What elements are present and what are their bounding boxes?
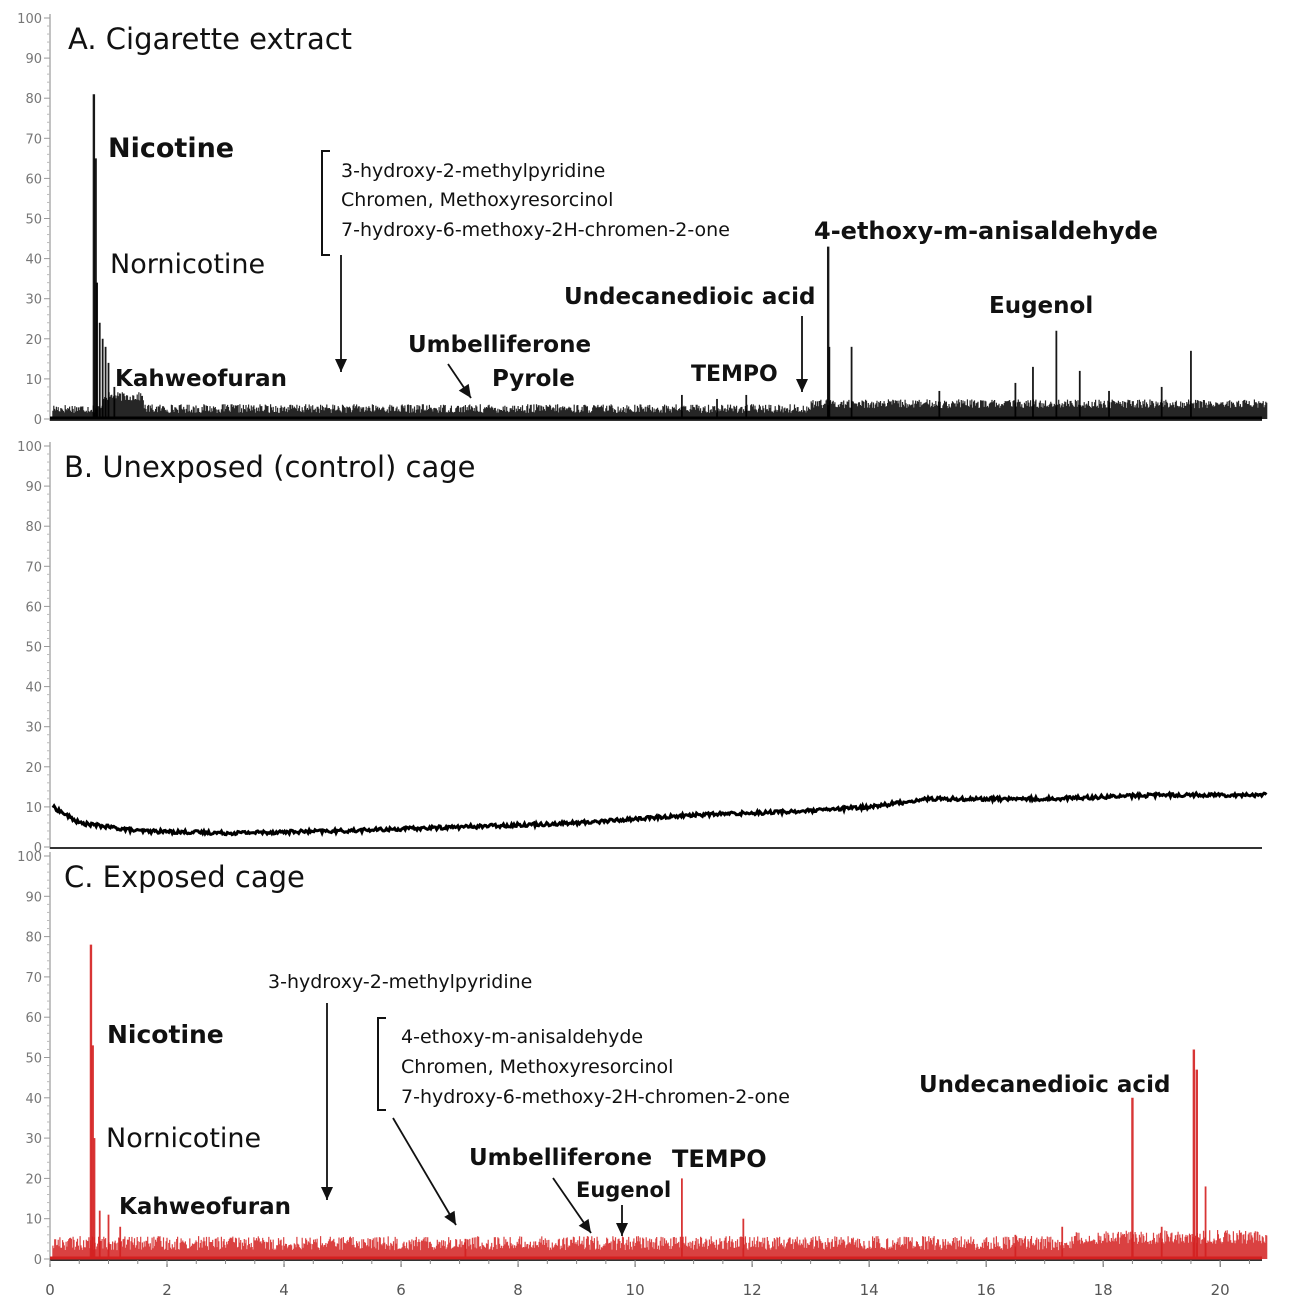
x-tick-label: 16 (977, 1281, 996, 1299)
y-tick-label: 80 (25, 92, 42, 107)
y-tick-label: 90 (25, 52, 42, 67)
peak-annotation: TEMPO (691, 362, 778, 387)
y-tick-label: 0 (34, 841, 42, 856)
arrow-head (796, 379, 808, 392)
y-tick-label: 80 (25, 931, 42, 946)
y-tick-label: 100 (17, 850, 42, 865)
peak-annotation: Umbelliferone (469, 1145, 652, 1171)
x-tick-label: 14 (860, 1281, 879, 1299)
trace-baseline (52, 1230, 1268, 1259)
y-tick-label: 100 (17, 440, 42, 455)
arrow-head (335, 359, 347, 372)
y-tick-label: 40 (25, 1092, 42, 1107)
y-tick-label: 80 (25, 520, 42, 535)
y-tick-label: 70 (25, 132, 42, 147)
x-tick-label: 18 (1094, 1281, 1113, 1299)
label-bracket (377, 1017, 386, 1111)
x-tick-label: 20 (1211, 1281, 1230, 1299)
peak-annotation: Kahweofuran (115, 366, 287, 392)
y-tick-label: 20 (25, 761, 42, 776)
x-tick-label: 6 (396, 1281, 406, 1299)
peak-annotation: 7-hydroxy-6-methoxy-2H-chromen-2-one (341, 219, 730, 241)
x-tick-label: 12 (743, 1281, 762, 1299)
peak-annotation: Nicotine (108, 133, 234, 164)
trace-baseline (52, 392, 1268, 419)
arrow-head (458, 383, 471, 398)
panel-title: A. Cigarette extract (68, 22, 352, 56)
y-tick-label: 40 (25, 253, 42, 268)
y-tick-label: 30 (25, 293, 42, 308)
y-tick-label: 60 (25, 600, 42, 615)
y-tick-label: 30 (25, 1132, 42, 1147)
arrow-head (444, 1210, 456, 1225)
y-tick-label: 50 (25, 213, 42, 228)
peak-annotation: Undecanedioic acid (919, 1072, 1170, 1098)
x-tick-label: 10 (626, 1281, 645, 1299)
peak-annotation: Nornicotine (106, 1123, 261, 1154)
arrow-head (616, 1223, 628, 1236)
arrow-head (578, 1218, 591, 1233)
peak-annotation: Nicotine (107, 1020, 224, 1049)
panel-c: 0 10 20 30 40 50 60 70 80 90 100 0 2 4 6 8 10 12 14 16 18 20 C… (17, 850, 1268, 1299)
y-tick-label: 50 (25, 641, 42, 656)
peak-annotation: TEMPO (672, 1145, 767, 1173)
peak-annotation: 4-ethoxy-m-anisaldehyde (814, 217, 1158, 245)
peak-annotation: 7-hydroxy-6-methoxy-2H-chromen-2-one (401, 1086, 790, 1108)
peak-annotation: Nornicotine (110, 249, 265, 280)
panel-a: 0 10 20 30 40 50 60 70 80 90 100 A. Cigarette extra… (17, 12, 1268, 428)
y-tick-label: 10 (25, 801, 42, 816)
peak-annotation: Chromen, Methoxyresorcinol (341, 189, 613, 211)
y-tick-label: 90 (25, 890, 42, 905)
y-tick-label: 20 (25, 333, 42, 348)
panel-title: C. Exposed cage (64, 860, 305, 894)
y-tick-label: 70 (25, 560, 42, 575)
y-tick-label: 30 (25, 721, 42, 736)
x-tick-label: 0 (45, 1281, 55, 1299)
y-tick-label: 60 (25, 172, 42, 187)
y-tick-label: 90 (25, 480, 42, 495)
peak-annotation: Undecanedioic acid (564, 284, 815, 310)
peak-annotation: Kahweofuran (119, 1194, 291, 1220)
label-bracket (321, 150, 330, 256)
trace-line (51, 790, 1268, 838)
peak-annotation: Eugenol (576, 1178, 671, 1202)
y-tick-label: 70 (25, 971, 42, 986)
peak-annotation: Eugenol (989, 293, 1093, 319)
peak-annotation: Umbelliferone (408, 332, 591, 358)
y-tick-label: 60 (25, 1011, 42, 1026)
y-tick-label: 10 (25, 373, 42, 388)
x-tick-label: 4 (279, 1281, 289, 1299)
x-tick-label: 8 (513, 1281, 523, 1299)
peak-annotation: 4-ethoxy-m-anisaldehyde (401, 1026, 643, 1048)
y-tick-label: 50 (25, 1052, 42, 1067)
y-tick-label: 0 (34, 413, 42, 428)
y-tick-label: 10 (25, 1213, 42, 1228)
panel-title: B. Unexposed (control) cage (64, 450, 476, 484)
arrow-head (321, 1187, 333, 1200)
peak-annotation: Pyrole (492, 366, 575, 392)
panel-b: 0 10 20 30 40 50 60 70 80 90 100 B. Unexposed (cont… (17, 440, 1268, 856)
peak-annotation: 3-hydroxy-2-methylpyridine (268, 971, 532, 993)
y-tick-label: 40 (25, 681, 42, 696)
arrow-shaft (392, 1117, 457, 1226)
y-tick-label: 0 (34, 1253, 42, 1268)
y-tick-label: 20 (25, 1172, 42, 1187)
peak-annotation: 3-hydroxy-2-methylpyridine (341, 160, 605, 182)
y-tick-label: 100 (17, 12, 42, 27)
x-tick-label: 2 (162, 1281, 172, 1299)
peak-annotation: Chromen, Methoxyresorcinol (401, 1056, 673, 1078)
